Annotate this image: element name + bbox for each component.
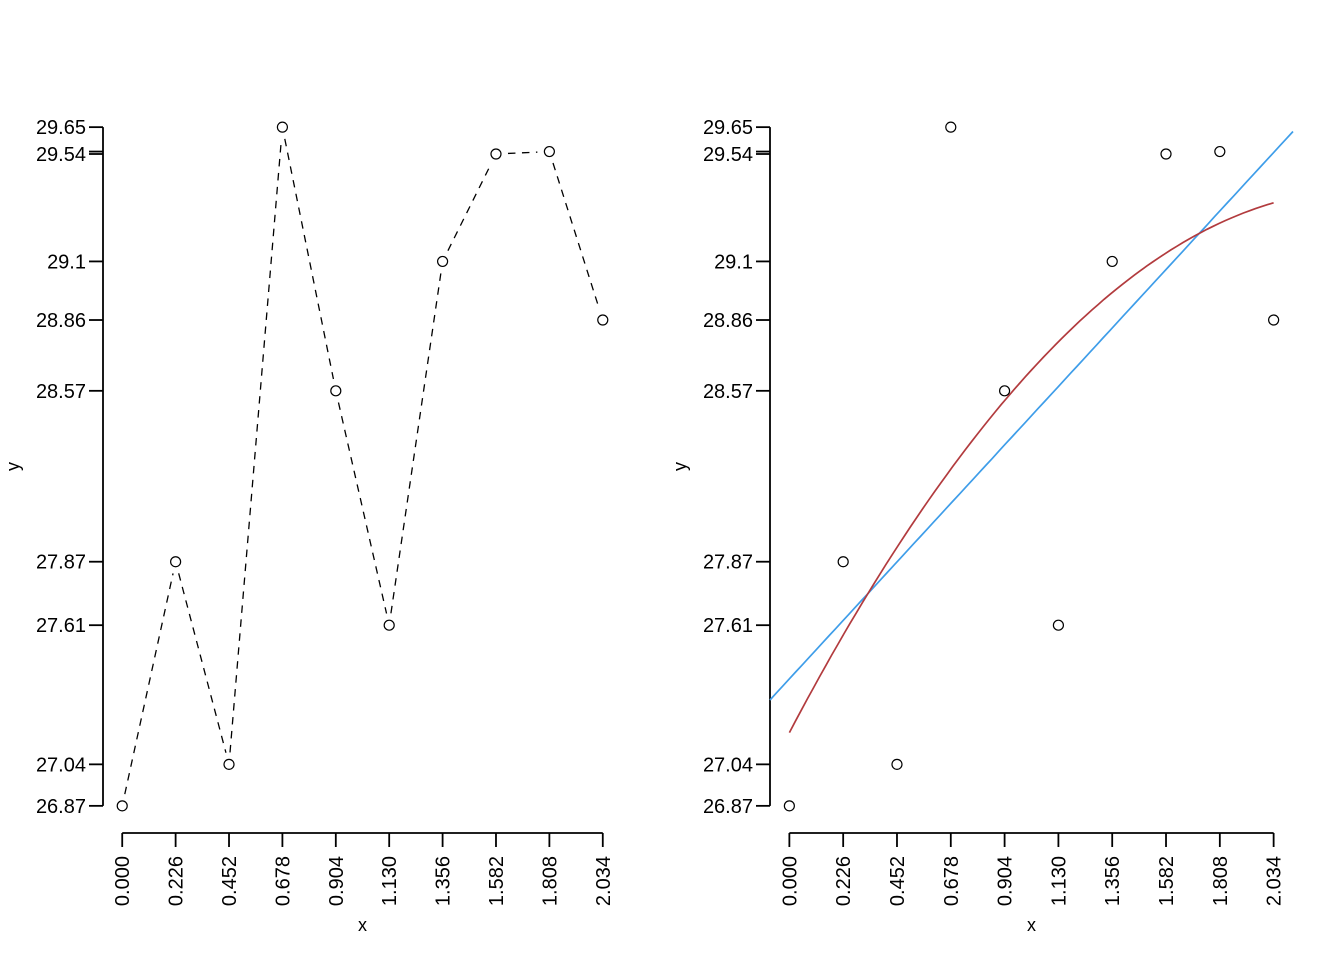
- x-tick-label: 0.678: [941, 856, 963, 906]
- data-point-marker: [543, 145, 555, 158]
- x-tick-label: 1.130: [1048, 856, 1070, 906]
- x-tick-label: 0.226: [833, 856, 855, 906]
- x-tick-label: 0.904: [995, 856, 1017, 906]
- x-tick-label: 0.904: [326, 856, 348, 906]
- data-point-marker: [170, 556, 182, 568]
- dashed-series-segment: [447, 164, 492, 251]
- data-point-marker: [383, 619, 395, 631]
- dashed-series-segment: [284, 138, 335, 380]
- quadratic-fit-line: [788, 201, 1274, 733]
- y-tick-label: 27.04: [703, 754, 753, 776]
- y-tick-label: 28.57: [36, 381, 86, 403]
- x-tick-label: 0.000: [112, 856, 134, 906]
- y-tick-label: 28.57: [703, 381, 753, 403]
- left-panel: 26.87 27.04 27.61 27.87 28.57 28.86 29.1 29.54 2…: [3, 117, 615, 935]
- dashed-series-segment: [337, 402, 388, 614]
- y-axis-title: y: [3, 462, 23, 471]
- x-tick-label: 1.808: [1210, 856, 1232, 906]
- x-tick-label: 0.226: [166, 856, 188, 906]
- data-point-marker: [1106, 255, 1118, 268]
- dashed-series-segment: [124, 573, 174, 795]
- y-tick-label: 29.1: [714, 251, 753, 273]
- x-tick-label: 1.356: [433, 856, 455, 906]
- data-point-marker: [436, 255, 449, 268]
- y-tick-label: 29.54: [36, 144, 86, 166]
- y-axis-title: y: [670, 462, 690, 471]
- y-tick-label: 26.87: [703, 796, 753, 818]
- data-point-marker: [783, 800, 795, 812]
- x-tick-label: 0.452: [219, 856, 241, 906]
- data-point-marker: [1214, 145, 1226, 158]
- data-point-marker: [276, 121, 289, 133]
- y-tick-label: 29.65: [36, 117, 86, 139]
- y-tick-label: 28.86: [36, 310, 86, 332]
- dashed-series-segment: [178, 573, 227, 753]
- y-tick-label: 27.87: [36, 552, 86, 574]
- x-axis-title: x: [358, 915, 367, 935]
- data-point-marker: [1160, 148, 1172, 160]
- data-point-marker: [223, 758, 235, 770]
- y-tick-label: 27.87: [703, 552, 753, 574]
- y-tick-label: 26.87: [36, 796, 86, 818]
- data-point-marker: [1268, 314, 1280, 326]
- y-tick-label: 27.61: [36, 615, 86, 637]
- dashed-series-segment: [229, 139, 283, 753]
- data-point-marker: [837, 556, 849, 568]
- x-tick-label: 0.452: [887, 856, 909, 906]
- y-tick-label: 29.54: [703, 144, 753, 166]
- dashed-series-segment: [507, 151, 538, 155]
- data-point-marker: [597, 314, 609, 326]
- y-tick-label: 28.86: [703, 310, 753, 332]
- data-point-marker: [945, 121, 957, 133]
- y-tick-label: 27.61: [703, 615, 753, 637]
- data-point-marker: [891, 758, 903, 770]
- x-axis-title: x: [1027, 915, 1036, 935]
- dashed-series-segment: [552, 162, 600, 309]
- x-tick-label: 1.582: [486, 856, 508, 906]
- x-tick-label: 1.582: [1156, 856, 1178, 906]
- right-panel: 26.87 27.04 27.61 27.87 28.57 28.86 29.1 29.54 2…: [670, 117, 1294, 935]
- x-tick-label: 1.356: [1102, 856, 1124, 906]
- dashed-series-segment: [390, 273, 442, 614]
- y-tick-label: 27.04: [36, 754, 86, 776]
- x-tick-label: 1.130: [379, 856, 401, 906]
- data-point-marker: [1052, 619, 1065, 631]
- x-tick-label: 0.678: [272, 856, 294, 906]
- x-tick-label: 2.034: [1264, 856, 1286, 906]
- y-tick-label: 29.65: [703, 117, 753, 139]
- data-point-marker: [998, 385, 1011, 397]
- data-point-marker: [490, 148, 502, 160]
- data-point-marker: [116, 800, 128, 812]
- x-tick-label: 0.000: [779, 856, 801, 906]
- x-tick-label: 2.034: [593, 856, 615, 906]
- x-tick-label: 1.808: [539, 856, 561, 906]
- data-point-marker: [330, 385, 342, 397]
- y-tick-label: 29.1: [47, 251, 86, 273]
- linear-fit-line: [769, 130, 1294, 701]
